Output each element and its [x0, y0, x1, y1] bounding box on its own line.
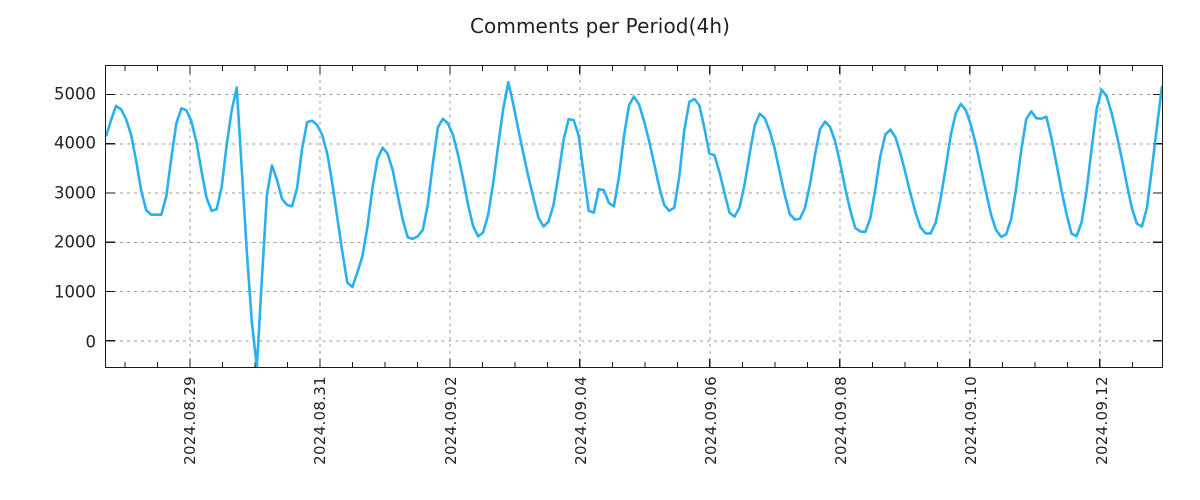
- page-title: Comments per Period(4h): [469, 14, 730, 38]
- y-axis-tick-label: 5000: [54, 84, 96, 104]
- y-axis-tick-label: 3000: [54, 183, 96, 203]
- x-axis-tick-label: 2024.09.02: [441, 376, 460, 465]
- y-axis-tick-label: 4000: [54, 133, 96, 153]
- axis-tick-marks: [106, 66, 1162, 367]
- x-axis-tick-label: 2024.09.04: [571, 376, 590, 465]
- y-axis-tick-label: 1000: [54, 282, 96, 302]
- plot-area: [105, 65, 1163, 368]
- x-axis-tick-label: 2024.09.12: [1092, 376, 1111, 465]
- x-axis-tick-label: 2024.09.08: [832, 376, 851, 465]
- y-axis-tick-label: 2000: [54, 232, 96, 252]
- chart-canvas: [106, 66, 1162, 367]
- x-axis-tick-label: 2024.08.29: [181, 376, 200, 465]
- x-axis-tick-label: 2024.09.10: [962, 376, 981, 465]
- y-axis-tick-label: 0: [85, 332, 97, 352]
- grid-lines: [106, 66, 1162, 367]
- data-series-layer: [106, 80, 1162, 367]
- x-axis-tick-label: 2024.08.31: [311, 376, 330, 465]
- x-axis-tick-label: 2024.09.06: [701, 376, 720, 465]
